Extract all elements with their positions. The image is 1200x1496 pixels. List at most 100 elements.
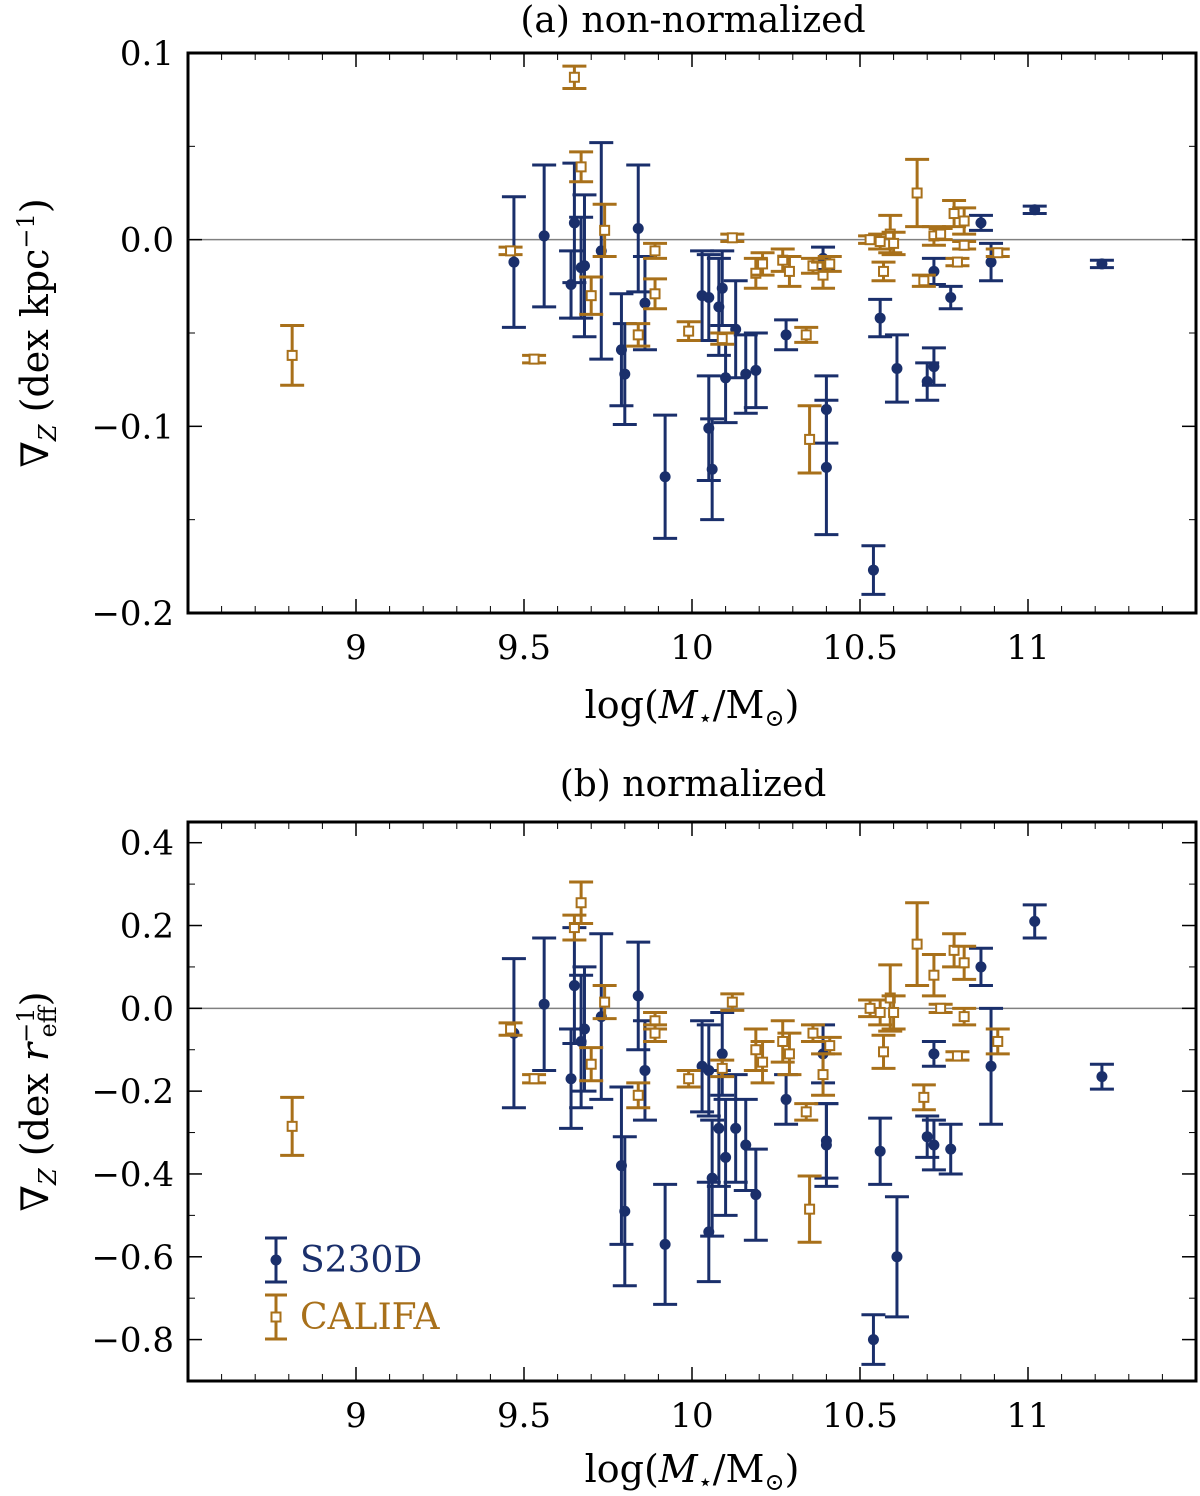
s230d-point bbox=[868, 297, 893, 339]
legend-marker-square bbox=[270, 1311, 282, 1323]
x-tick-label: 9.5 bbox=[497, 628, 551, 668]
x-tick-label: 10.5 bbox=[822, 628, 898, 668]
califa-point bbox=[928, 226, 953, 242]
califa-point bbox=[800, 1023, 825, 1043]
y-tick-label: −0.1 bbox=[91, 407, 174, 447]
marker-square bbox=[750, 267, 762, 279]
califa-point bbox=[710, 1058, 735, 1079]
califa-point bbox=[871, 260, 896, 283]
califa-point bbox=[498, 1021, 523, 1037]
s230d-point bbox=[589, 932, 614, 1101]
califa-point bbox=[952, 1006, 977, 1027]
s230d-point bbox=[653, 413, 678, 540]
s230d-point bbox=[569, 973, 594, 1110]
marker-circle bbox=[928, 1048, 940, 1060]
califa-point bbox=[676, 320, 701, 342]
s230d-point bbox=[743, 331, 768, 410]
califa-point bbox=[592, 202, 617, 258]
califa-point bbox=[643, 1023, 668, 1043]
califa-point bbox=[720, 232, 745, 244]
s230d-point bbox=[501, 195, 526, 329]
marker-square bbox=[649, 288, 661, 300]
marker-circle bbox=[538, 998, 550, 1010]
califa-point bbox=[498, 245, 523, 257]
marker-square bbox=[824, 258, 836, 270]
x-axis-label: log(M⋆/M⊙) bbox=[585, 683, 800, 732]
s230d-point bbox=[774, 318, 799, 352]
califa-point bbox=[643, 277, 668, 311]
califa-point bbox=[817, 254, 842, 273]
legend-label: CALIFA bbox=[300, 1297, 441, 1338]
califa-point bbox=[871, 1033, 896, 1070]
marker-square bbox=[807, 1027, 819, 1039]
marker-circle bbox=[659, 471, 671, 483]
marker-circle bbox=[639, 297, 651, 309]
califa-point bbox=[562, 64, 587, 90]
s230d-point bbox=[706, 1068, 731, 1188]
marker-circle bbox=[780, 1093, 792, 1105]
califa-point bbox=[750, 1039, 775, 1085]
s230d-point bbox=[915, 1114, 940, 1159]
marker-square bbox=[951, 1050, 963, 1062]
s230d-point bbox=[700, 417, 725, 522]
califa-point bbox=[720, 992, 745, 1012]
s230d-point bbox=[700, 1118, 725, 1238]
marker-square bbox=[874, 1006, 886, 1018]
califa-point bbox=[952, 239, 977, 251]
califa-point bbox=[777, 1031, 802, 1077]
marker-square bbox=[800, 1106, 812, 1118]
s230d-point bbox=[609, 1085, 634, 1246]
marker-circle bbox=[891, 1251, 903, 1263]
marker-square bbox=[992, 247, 1004, 259]
marker-square bbox=[777, 1035, 789, 1047]
marker-circle bbox=[713, 1122, 725, 1134]
s230d-point bbox=[921, 1118, 946, 1172]
s230d-point bbox=[559, 249, 584, 320]
marker-circle bbox=[975, 961, 987, 973]
s230d-point bbox=[696, 1180, 721, 1284]
s230d-point bbox=[938, 284, 963, 311]
marker-circle bbox=[985, 256, 997, 268]
s230d-point bbox=[626, 940, 651, 1052]
califa-point bbox=[522, 1073, 547, 1085]
marker-square bbox=[948, 208, 960, 220]
s230d-point bbox=[1022, 204, 1047, 216]
s230d-point bbox=[1089, 1062, 1114, 1091]
panel-b: (b) normalized 9 9.5 10 10.5 11 −0.8 −0.6 −0.4 −… bbox=[12, 764, 1198, 1496]
marker-circle bbox=[568, 217, 580, 229]
marker-square bbox=[874, 236, 886, 248]
marker-circle bbox=[619, 1205, 631, 1217]
marker-square bbox=[599, 224, 611, 236]
califa-point bbox=[522, 353, 547, 365]
s230d-point bbox=[572, 965, 597, 1093]
marker-circle bbox=[1029, 204, 1041, 216]
marker-square bbox=[632, 329, 644, 341]
califa-point bbox=[280, 324, 305, 387]
s230d-point bbox=[653, 1182, 678, 1306]
marker-square bbox=[783, 265, 795, 277]
marker-circle bbox=[750, 364, 762, 376]
legend-label: S230D bbox=[300, 1240, 422, 1281]
s230d-point bbox=[612, 322, 637, 426]
califa-point bbox=[985, 1027, 1010, 1056]
marker-square bbox=[864, 1002, 876, 1014]
panel-a: (a) non-normalized 9 9.5 10 10.5 11 −0.2 −0.1 0… bbox=[12, 0, 1198, 732]
s230d-point bbox=[861, 1313, 886, 1366]
marker-circle bbox=[750, 1189, 762, 1201]
marker-square bbox=[911, 938, 923, 950]
y-tick-label: 0.1 bbox=[120, 34, 174, 74]
califa-point bbox=[878, 963, 903, 1033]
marker-square bbox=[528, 1073, 540, 1085]
s230d-point bbox=[861, 544, 886, 596]
s230d-point bbox=[814, 398, 839, 537]
marker-square bbox=[683, 1073, 695, 1085]
califa-point bbox=[942, 198, 967, 229]
califa-point bbox=[945, 256, 970, 268]
marker-circle bbox=[780, 329, 792, 341]
s230d-point bbox=[710, 249, 735, 328]
legend: S230D CALIFA bbox=[265, 1236, 441, 1341]
marker-square bbox=[585, 1058, 597, 1070]
marker-circle bbox=[639, 1064, 651, 1076]
panel-b-title: (b) normalized bbox=[560, 764, 827, 805]
x-tick-label: 11 bbox=[1006, 628, 1049, 668]
